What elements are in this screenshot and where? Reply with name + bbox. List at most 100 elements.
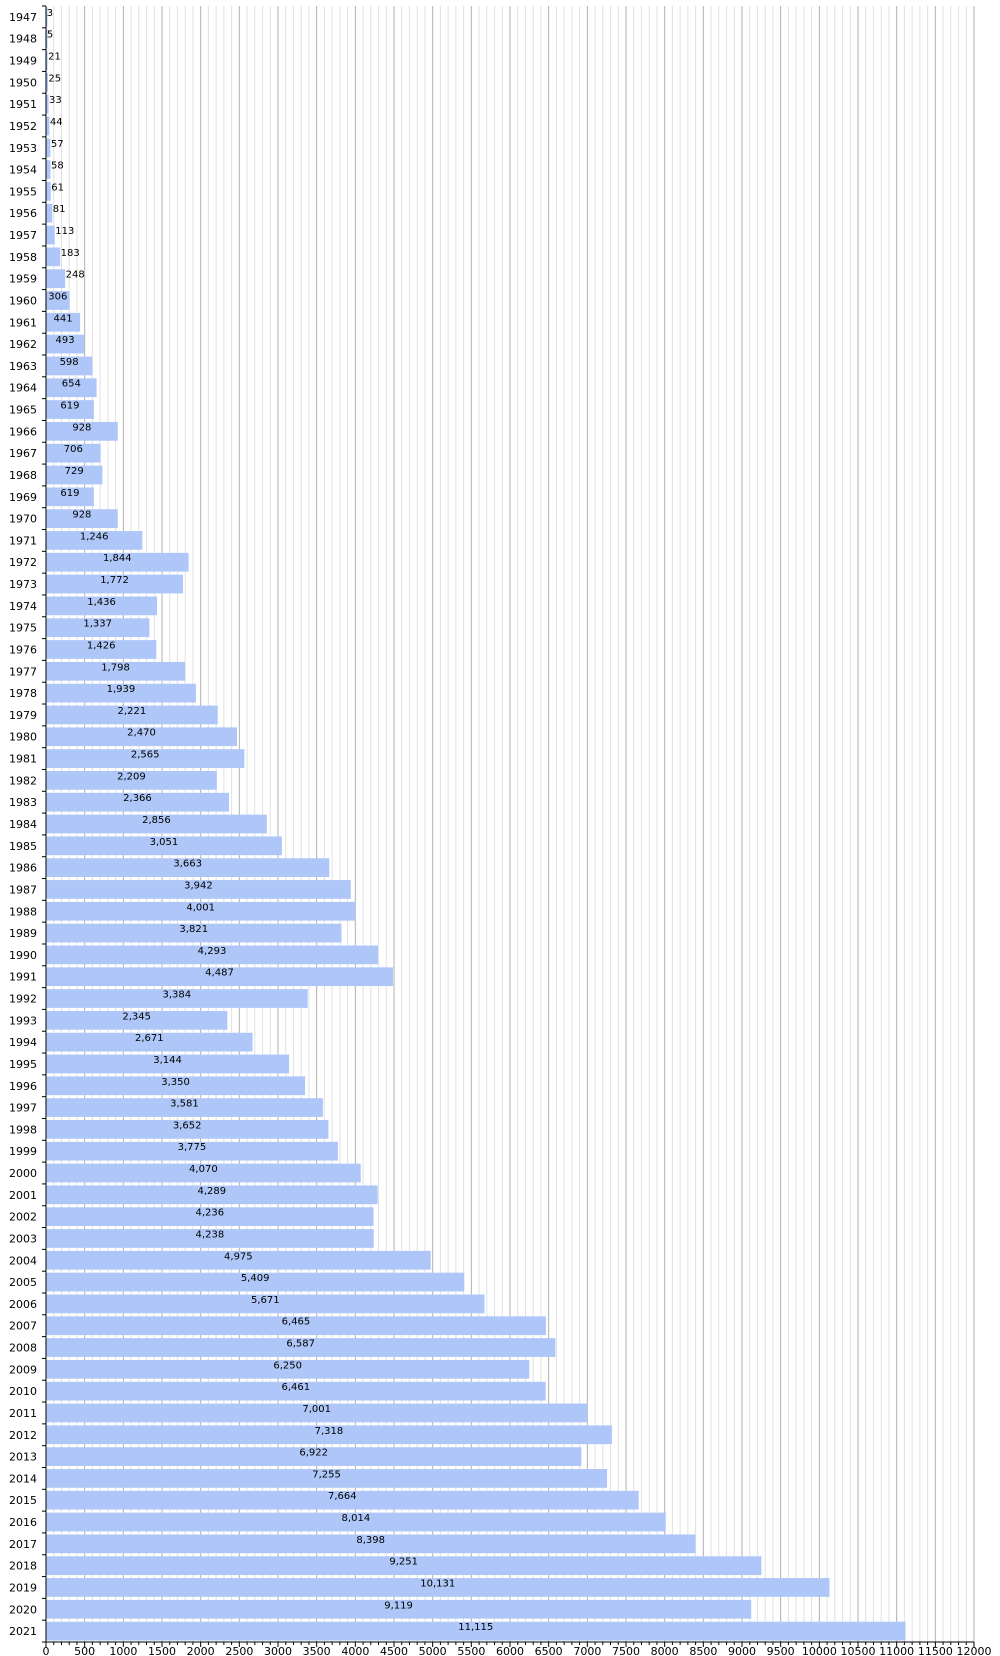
- category-label-1955: 1955: [9, 185, 37, 198]
- category-label-1966: 1966: [9, 425, 37, 438]
- bar-2010: [46, 1381, 546, 1401]
- data-label-1999: 3,775: [178, 1142, 207, 1153]
- category-label-1995: 1995: [9, 1058, 37, 1071]
- category-label-1993: 1993: [9, 1014, 37, 1027]
- bar-2004: [46, 1250, 431, 1270]
- x-tick-label-3000: 3000: [264, 1645, 292, 1656]
- bar-1961: [46, 312, 81, 332]
- data-label-2003: 4,238: [196, 1229, 225, 1240]
- bar-1984: [46, 814, 267, 834]
- data-label-2013: 6,922: [299, 1448, 328, 1459]
- category-label-1979: 1979: [9, 709, 37, 722]
- data-label-1980: 2,470: [127, 728, 156, 739]
- bar-2016: [46, 1512, 666, 1532]
- bar-1957: [46, 225, 55, 245]
- bar-1962: [46, 334, 85, 354]
- x-tick-label-4500: 4500: [380, 1645, 408, 1656]
- data-label-1990: 4,293: [198, 946, 227, 957]
- category-label-1959: 1959: [9, 273, 37, 286]
- bar-1954: [46, 160, 51, 179]
- category-label-1964: 1964: [9, 382, 37, 395]
- category-label-2000: 2000: [9, 1167, 37, 1180]
- category-label-1982: 1982: [9, 774, 37, 787]
- bar-1967: [46, 443, 101, 463]
- data-label-2017: 8,398: [356, 1535, 385, 1546]
- data-label-2011: 7,001: [302, 1404, 331, 1415]
- data-label-1979: 2,221: [118, 706, 147, 717]
- category-label-1977: 1977: [9, 665, 37, 678]
- data-label-2004: 4,975: [224, 1251, 253, 1262]
- bar-2001: [46, 1185, 378, 1205]
- category-label-1951: 1951: [9, 98, 37, 111]
- category-label-1978: 1978: [9, 687, 37, 700]
- bar-1978: [46, 683, 196, 703]
- category-label-1970: 1970: [9, 513, 37, 526]
- bar-1949: [46, 51, 48, 70]
- bar-1990: [46, 945, 378, 965]
- category-label-1990: 1990: [9, 949, 37, 962]
- category-label-1949: 1949: [9, 55, 37, 68]
- x-tick-label-5500: 5500: [457, 1645, 485, 1656]
- category-label-1984: 1984: [9, 818, 37, 831]
- category-label-2010: 2010: [9, 1385, 37, 1398]
- bar-1976: [46, 640, 157, 659]
- category-label-2009: 2009: [9, 1363, 37, 1376]
- category-label-1994: 1994: [9, 1036, 37, 1049]
- data-label-2016: 8,014: [342, 1513, 371, 1524]
- category-label-2013: 2013: [9, 1451, 37, 1464]
- category-label-2014: 2014: [9, 1472, 37, 1485]
- data-label-1961: 441: [54, 313, 73, 324]
- bar-2005: [46, 1272, 465, 1292]
- x-tick-label-1000: 1000: [109, 1645, 137, 1656]
- data-label-2000: 4,070: [189, 1164, 218, 1175]
- category-label-2016: 2016: [9, 1516, 37, 1529]
- data-label-1985: 3,051: [150, 837, 179, 848]
- category-label-2006: 2006: [9, 1298, 37, 1311]
- category-label-1974: 1974: [9, 600, 37, 613]
- bar-2020: [46, 1599, 752, 1619]
- data-label-1995: 3,144: [153, 1055, 182, 1066]
- bar-2012: [46, 1425, 612, 1445]
- bar-1965: [46, 400, 94, 419]
- category-label-2001: 2001: [9, 1189, 37, 1202]
- data-label-1997: 3,581: [170, 1099, 199, 1110]
- axes: 0 500 1000 1500 2000 2500 3000 3500 4000 4500 5000…: [42, 5, 992, 1656]
- category-label-2021: 2021: [9, 1625, 37, 1638]
- bar-2018: [46, 1556, 762, 1576]
- data-label-1981: 2,565: [131, 750, 160, 761]
- data-label-2010: 6,461: [282, 1382, 311, 1393]
- category-label-2018: 2018: [9, 1560, 37, 1573]
- category-label-1973: 1973: [9, 578, 37, 591]
- data-label-2014: 7,255: [312, 1469, 341, 1480]
- category-label-1996: 1996: [9, 1080, 37, 1093]
- data-label-2009: 6,250: [273, 1360, 302, 1371]
- bar-1973: [46, 574, 184, 594]
- category-label-1972: 1972: [9, 556, 37, 569]
- bar-1991: [46, 967, 393, 987]
- bar-2006: [46, 1294, 485, 1314]
- category-label-1981: 1981: [9, 753, 37, 766]
- bar-1972: [46, 552, 189, 572]
- category-label-1980: 1980: [9, 731, 37, 744]
- data-label-1991: 4,487: [205, 968, 234, 979]
- bar-1992: [46, 989, 308, 1008]
- x-tick-label-6000: 6000: [496, 1645, 524, 1656]
- data-label-1977: 1,798: [101, 662, 130, 673]
- bar-1986: [46, 858, 330, 878]
- category-label-1976: 1976: [9, 643, 37, 656]
- category-label-2003: 2003: [9, 1232, 37, 1245]
- x-tick-label-9000: 9000: [728, 1645, 756, 1656]
- data-label-1975: 1,337: [83, 619, 112, 630]
- x-tick-label-5000: 5000: [419, 1645, 447, 1656]
- category-label-2019: 2019: [9, 1581, 37, 1594]
- bar-1956: [46, 203, 53, 223]
- data-label-1964: 654: [62, 379, 81, 390]
- bar-1996: [46, 1076, 306, 1096]
- x-tick-label-0: 0: [43, 1645, 50, 1656]
- data-label-1988: 4,001: [186, 902, 215, 913]
- category-label-1954: 1954: [9, 164, 37, 177]
- bar-1997: [46, 1098, 323, 1117]
- data-label-2021: 11,115: [458, 1622, 493, 1633]
- x-tick-label-4000: 4000: [341, 1645, 369, 1656]
- data-label-1950: 25: [48, 73, 61, 84]
